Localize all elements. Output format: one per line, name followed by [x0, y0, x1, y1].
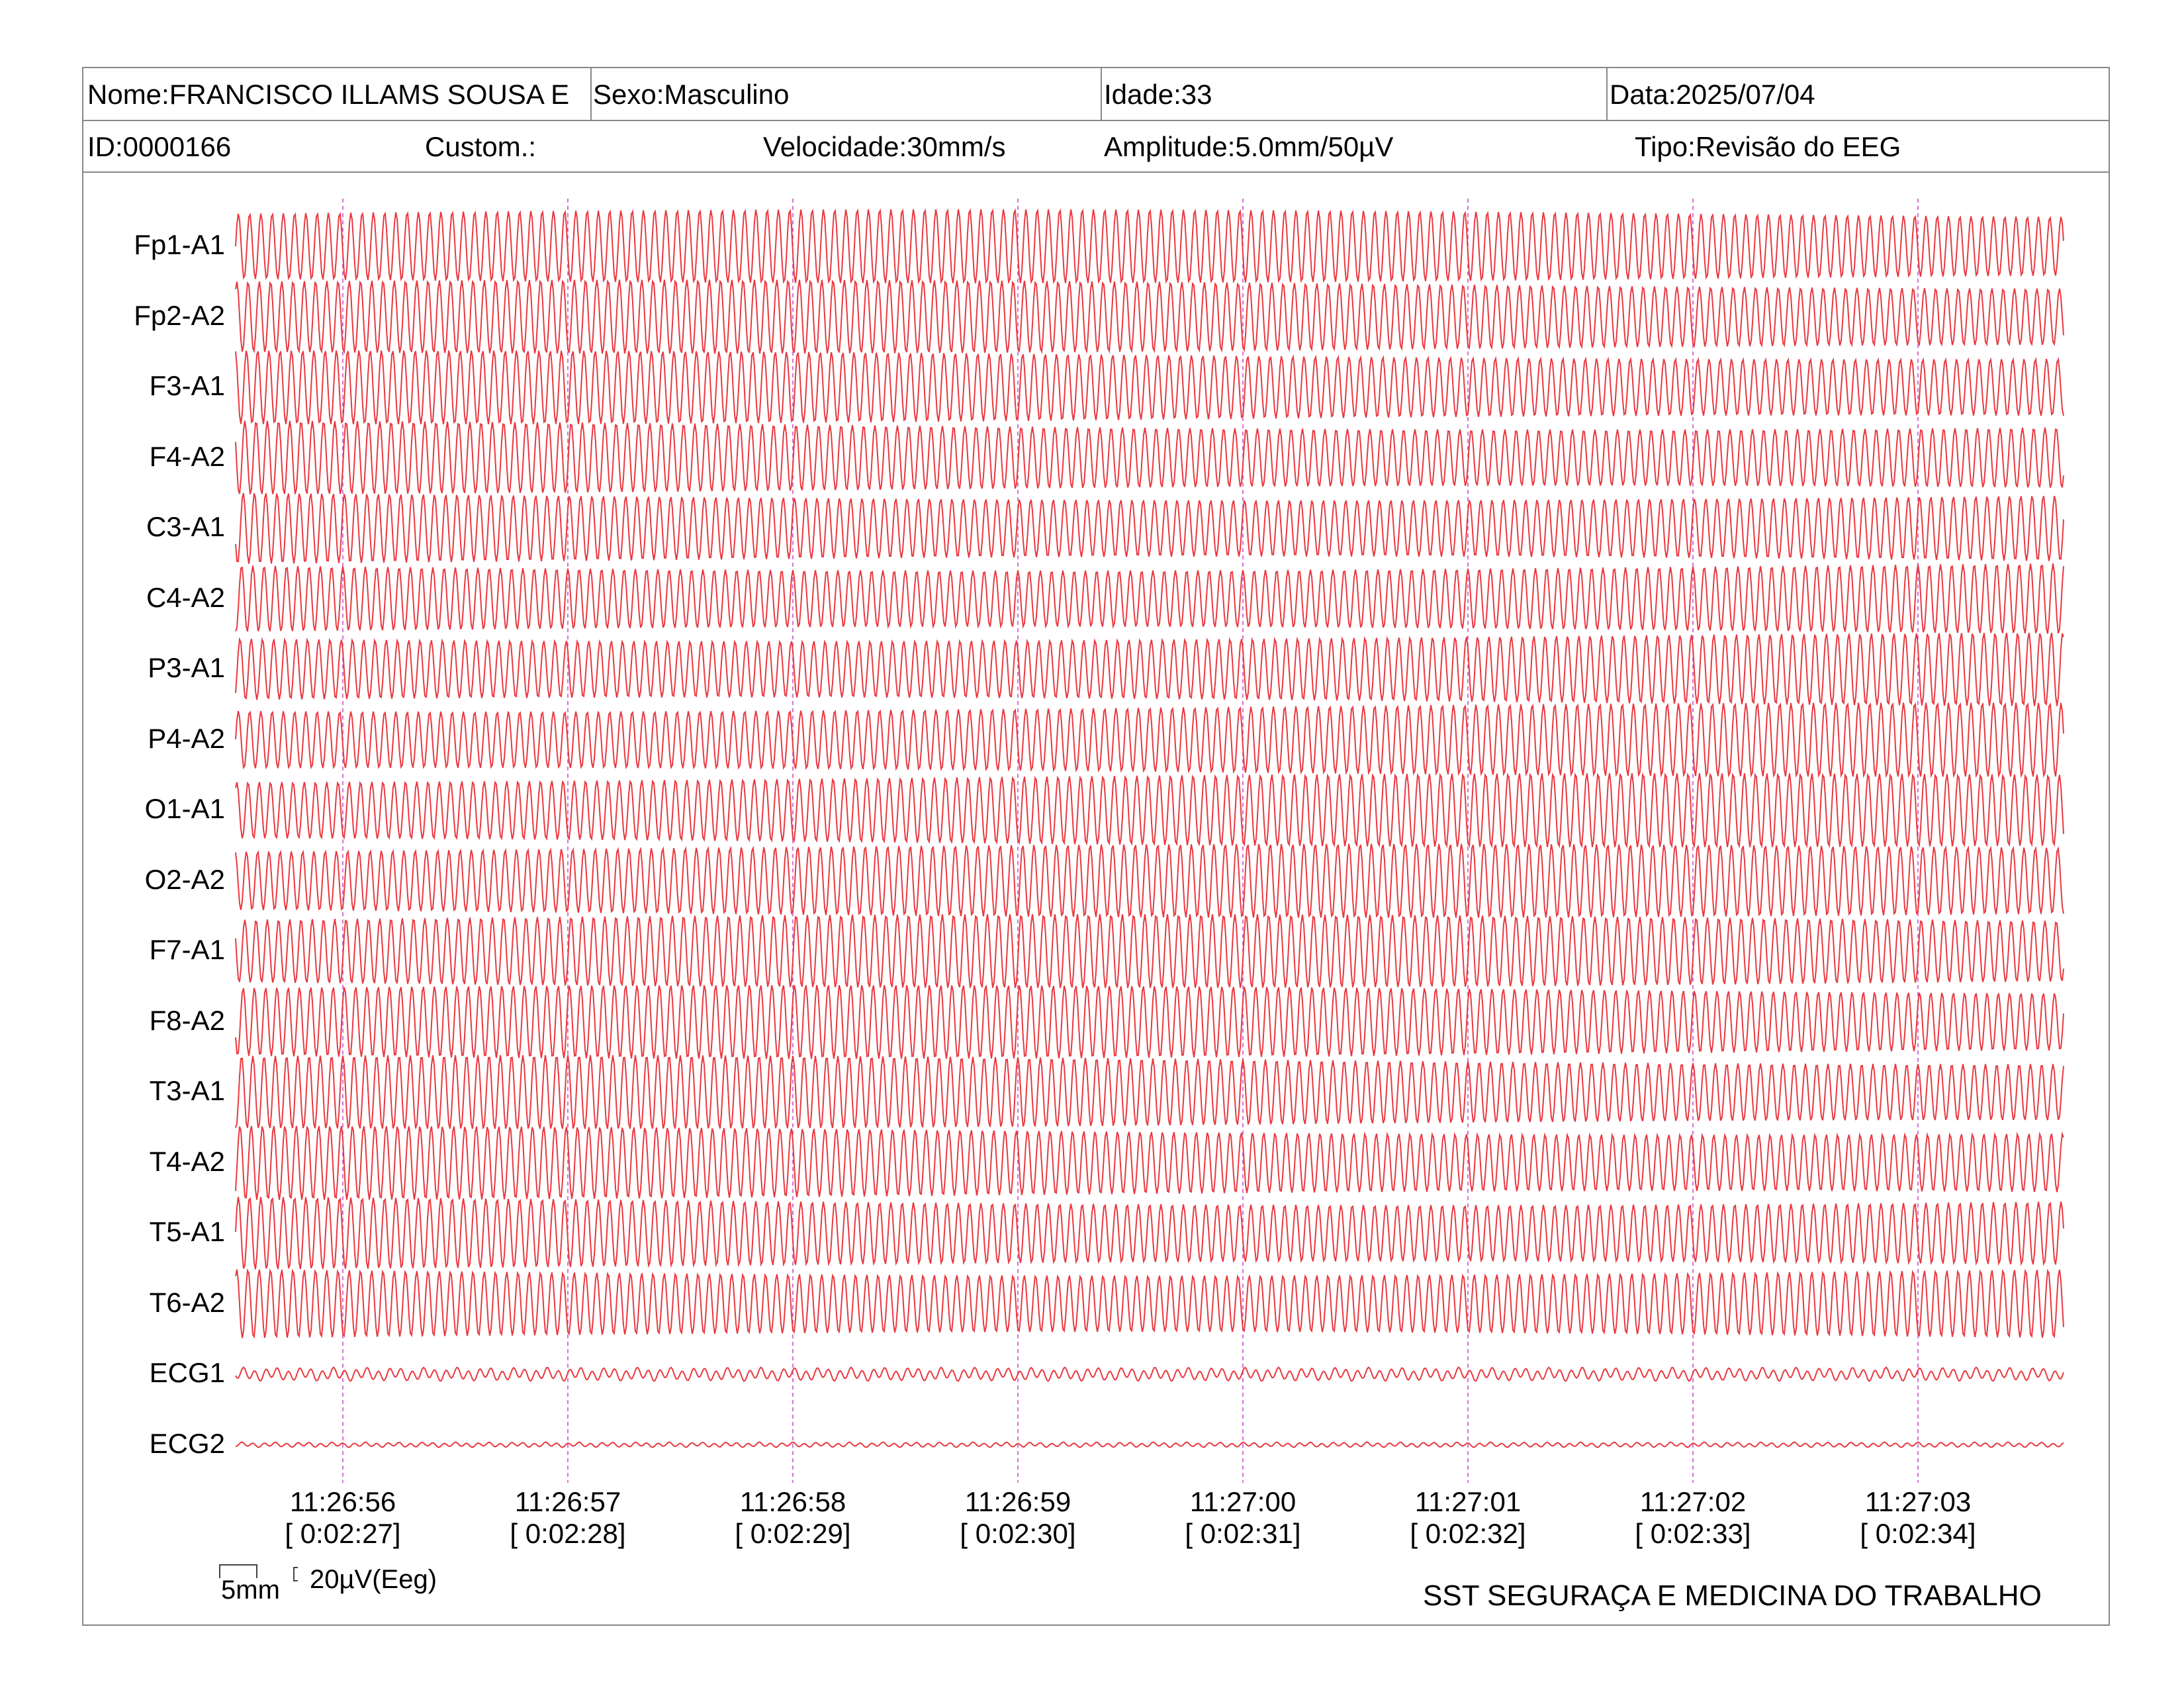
time-mark-elapsed: [ 0:02:31] [1185, 1518, 1301, 1549]
exam-type: Tipo:Revisão do EEG [1635, 131, 1901, 162]
time-mark-label: 11:27:01[ 0:02:32] [1382, 1486, 1554, 1550]
report-frame: Nome:FRANCISCO ILLAMS SOUSA E Sexo:Mascu… [82, 67, 2110, 1626]
time-mark-label: 11:27:02[ 0:02:33] [1607, 1486, 1779, 1550]
trace-c3-a1 [235, 492, 2064, 564]
time-mark-clock: 11:27:01 [1414, 1486, 1522, 1517]
header-row-2: ID:0000166 Custom.: Velocidade:30mm/s Am… [83, 121, 2109, 173]
channel-label: F7-A1 [149, 934, 225, 965]
time-mark-elapsed: [ 0:02:30] [960, 1518, 1076, 1549]
patient-sex: Sexo:Masculino [593, 79, 790, 110]
trace-p4-a2 [235, 702, 2064, 778]
time-mark-elapsed: [ 0:02:33] [1635, 1518, 1751, 1549]
channel-label: T3-A1 [149, 1075, 225, 1106]
channel-label: P4-A2 [148, 722, 225, 754]
trace-t5-a1 [235, 1196, 2064, 1270]
trace-ecg1 [235, 1366, 2064, 1382]
trace-t6-a2 [235, 1268, 2064, 1339]
channel-label: C4-A2 [146, 581, 225, 613]
patient-age: Idade:33 [1104, 79, 1212, 110]
channel-label: C3-A1 [146, 511, 225, 542]
trace-f3-a1 [235, 350, 2064, 425]
time-mark-clock: 11:26:57 [514, 1486, 621, 1517]
time-mark-label: 11:26:58[ 0:02:29] [707, 1486, 879, 1550]
channel-label: T6-A2 [149, 1286, 225, 1318]
trace-f8-a2 [235, 985, 2064, 1059]
time-mark-clock: 11:26:58 [739, 1486, 846, 1517]
channel-label: F4-A2 [149, 440, 225, 472]
scale-mm-label: 5mm [221, 1575, 280, 1605]
exam-date: Data:2025/07/04 [1610, 79, 1815, 110]
trace-t4-a2 [235, 1125, 2064, 1200]
channel-label: T5-A1 [149, 1216, 225, 1247]
trace-fp2-a2 [235, 279, 2064, 354]
time-mark-elapsed: [ 0:02:27] [285, 1518, 401, 1549]
time-mark-elapsed: [ 0:02:28] [510, 1518, 626, 1549]
patient-id: ID:0000166 [87, 131, 232, 162]
time-mark-clock: 11:27:02 [1639, 1486, 1747, 1517]
header-divider [1101, 68, 1102, 120]
channel-label: F8-A2 [149, 1004, 225, 1036]
footer-organization: SST SEGURAÇA E MEDICINA DO TRABALHO [1423, 1579, 2042, 1612]
trace-c4-a2 [235, 563, 2064, 634]
header-divider [1606, 68, 1608, 120]
channel-label: P3-A1 [148, 652, 225, 683]
trace-ecg2 [235, 1441, 2064, 1448]
channel-label: O1-A1 [144, 793, 225, 824]
trace-o2-a2 [235, 843, 2064, 918]
trace-fp1-a1 [235, 208, 2064, 285]
time-mark-label: 11:26:56[ 0:02:27] [257, 1486, 429, 1550]
patient-name: Nome:FRANCISCO ILLAMS SOUSA E [87, 79, 570, 110]
time-mark-label: 11:26:57[ 0:02:28] [482, 1486, 654, 1550]
time-mark-elapsed: [ 0:02:29] [735, 1518, 851, 1549]
channel-label: Fp2-A2 [134, 299, 225, 331]
amplitude-setting: Amplitude:5.0mm/50µV [1104, 131, 1394, 162]
channel-label: ECG2 [149, 1427, 225, 1459]
time-mark-label: 11:27:03[ 0:02:34] [1832, 1486, 2004, 1550]
channel-label: O2-A2 [144, 863, 225, 895]
speed-setting: Velocidade:30mm/s [763, 131, 1006, 162]
channel-label: Fp1-A1 [134, 229, 225, 260]
custom-field: Custom.: [425, 131, 537, 162]
time-mark-clock: 11:27:03 [1864, 1486, 1972, 1517]
time-mark-clock: 11:26:59 [964, 1486, 1071, 1517]
trace-o1-a1 [235, 772, 2064, 849]
trace-f4-a2 [235, 420, 2064, 494]
time-mark-clock: 11:27:00 [1189, 1486, 1297, 1517]
time-mark-clock: 11:26:56 [289, 1486, 396, 1517]
channel-label: F3-A1 [149, 370, 225, 401]
trace-f7-a1 [235, 914, 2064, 988]
time-mark-label: 11:26:59[ 0:02:30] [932, 1486, 1104, 1550]
trace-p3-a1 [235, 632, 2064, 706]
scale-uv-label: 20µV(Eeg) [310, 1565, 437, 1594]
scale-bar-icon [219, 1564, 298, 1581]
header-divider [590, 68, 592, 120]
header-row-1: Nome:FRANCISCO ILLAMS SOUSA E Sexo:Mascu… [83, 68, 2109, 121]
time-mark-label: 11:27:00[ 0:02:31] [1157, 1486, 1329, 1550]
time-mark-elapsed: [ 0:02:34] [1860, 1518, 1976, 1549]
time-mark-elapsed: [ 0:02:32] [1410, 1518, 1526, 1549]
channel-label: T4-A2 [149, 1145, 225, 1177]
channel-label: ECG1 [149, 1357, 225, 1388]
trace-t3-a1 [235, 1055, 2064, 1129]
